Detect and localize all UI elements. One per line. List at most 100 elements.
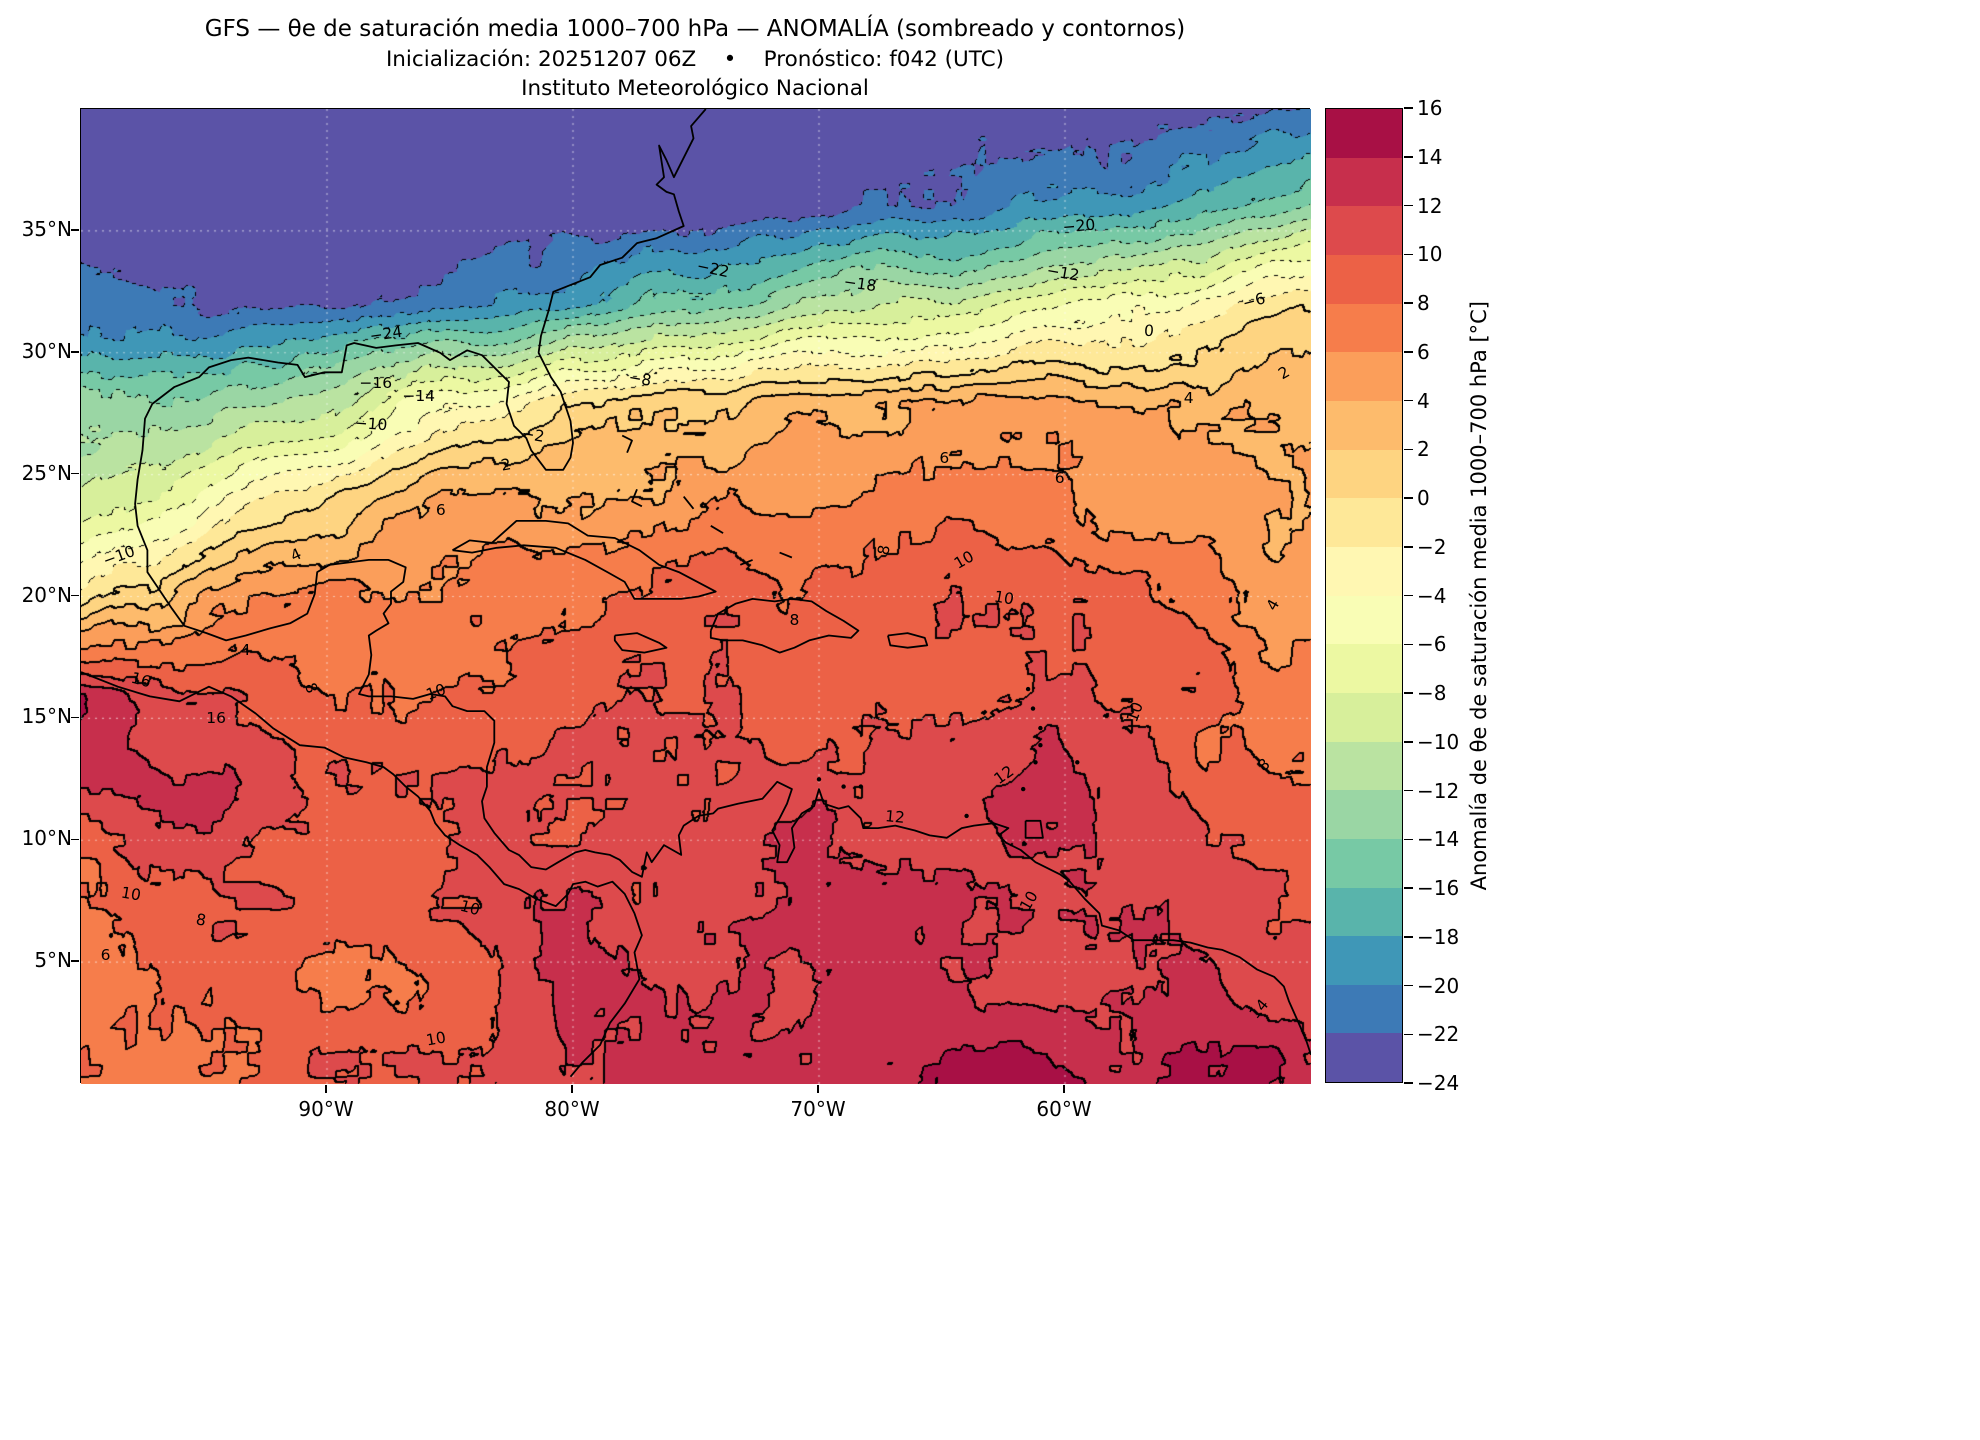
y-axis-tick-mark xyxy=(71,351,79,353)
contour-label: 0 xyxy=(1143,321,1156,341)
colorbar-tick-label: −4 xyxy=(1417,583,1447,608)
colorbar-segment xyxy=(1326,838,1402,888)
contour-label: −20 xyxy=(1062,215,1097,237)
colorbar-segment xyxy=(1326,595,1402,645)
figure-subtitle-run-info: Inicialización: 20251207 06Z • Pronóstic… xyxy=(385,47,1005,72)
contour-label: −10 xyxy=(353,414,388,435)
small-island-dot xyxy=(1033,760,1038,765)
small-island-dot xyxy=(841,784,846,789)
contour-label: 4 xyxy=(1263,596,1284,614)
colorbar-tick-mark xyxy=(1404,107,1413,109)
colorbar-tick-label: −12 xyxy=(1417,778,1460,803)
colorbar-tick-label: −22 xyxy=(1417,1022,1460,1047)
contour-label: 2 xyxy=(499,455,513,475)
y-axis-tick-label: 20°N xyxy=(21,582,72,607)
contour-label: 10 xyxy=(120,883,143,905)
contour-label: −18 xyxy=(842,272,877,296)
contour-label: 10 xyxy=(423,679,449,704)
y-axis-tick-label: 25°N xyxy=(21,460,72,485)
contour-label: 6 xyxy=(100,945,111,964)
contour-label: 2 xyxy=(1275,362,1294,383)
colorbar-tick-label: 14 xyxy=(1417,144,1443,169)
colorbar-tick-label: −6 xyxy=(1417,632,1447,657)
colorbar-tick-label: −16 xyxy=(1417,876,1460,900)
colorbar-tick-mark xyxy=(1404,546,1413,548)
x-axis-tick-label: 70°W xyxy=(790,1097,846,1121)
colorbar-tick-mark xyxy=(1404,156,1413,158)
contour-label: 8 xyxy=(874,543,894,557)
colorbar-segment xyxy=(1326,254,1402,304)
colorbar-tick-label: 16 xyxy=(1417,96,1443,120)
colorbar-tick-label: 6 xyxy=(1417,339,1430,364)
coastline-path xyxy=(887,632,929,649)
colorbar-tick-mark xyxy=(1404,984,1413,987)
colorbar-segment xyxy=(1326,206,1402,255)
colorbar-axis-label-wrap: Anomalía de θe de saturación media 1000–… xyxy=(1462,108,1496,1083)
coastline-path xyxy=(779,551,793,559)
small-island-dot xyxy=(1038,725,1043,731)
small-island-dot xyxy=(858,784,863,789)
coastline-path xyxy=(631,488,643,508)
coastline-path xyxy=(709,598,860,654)
y-axis-tick-mark xyxy=(71,594,79,597)
coastline-path xyxy=(1024,819,1044,839)
small-island-dot xyxy=(1030,706,1036,711)
colorbar-segment xyxy=(1326,936,1402,985)
contour-label: 16 xyxy=(129,668,154,692)
colorbar-tick-label: 12 xyxy=(1417,193,1443,218)
contour-label: 12 xyxy=(884,807,906,828)
colorbar-tick-label: −18 xyxy=(1417,924,1460,949)
colorbar-segment xyxy=(1326,644,1402,693)
contour-label: −8 xyxy=(626,368,653,391)
y-axis-tick-mark xyxy=(71,229,79,231)
colorbar-tick-label: 0 xyxy=(1417,486,1430,510)
x-axis-tick-label: 90°W xyxy=(298,1097,354,1121)
contour-label: 8 xyxy=(194,909,208,930)
colorbar-tick-mark xyxy=(1404,497,1413,499)
coastline-path xyxy=(621,434,633,454)
y-axis-tick-mark xyxy=(71,472,79,475)
map-plot-area: −24 −22 −20 −18 −16 −14 −12 −10 −10 −8 −6 −2 0 2 2 4 4 4 4… xyxy=(80,108,1311,1084)
colorbar-segment xyxy=(1326,400,1402,450)
colorbar-axis-label: Anomalía de θe de saturación media 1000–… xyxy=(1467,300,1491,891)
colorbar-tick-label: 2 xyxy=(1417,437,1430,462)
coastline-path xyxy=(613,632,668,654)
contour-label: 4 xyxy=(1183,388,1194,407)
colorbar-tick-mark xyxy=(1404,692,1413,694)
contour-label: 10 xyxy=(1016,887,1042,915)
x-axis-tick-mark xyxy=(571,1085,573,1093)
x-axis-tick-mark xyxy=(325,1085,327,1093)
y-axis-tick-label: 5°N xyxy=(34,948,72,973)
colorbar-tick-mark xyxy=(1404,838,1413,840)
figure-subtitle-institute: Instituto Meteorológico Nacional xyxy=(521,76,869,101)
colorbar-tick-mark xyxy=(1404,1033,1413,1035)
colorbar-tick-mark xyxy=(1404,594,1413,597)
contour-label: −22 xyxy=(695,256,732,281)
colorbar-tick-label: −8 xyxy=(1417,681,1447,705)
small-island-dot xyxy=(1021,786,1026,792)
small-island-dot xyxy=(816,777,822,782)
coastline-path xyxy=(682,496,695,510)
contour-labels-layer: −24 −22 −20 −18 −16 −14 −12 −10 −10 −8 −6 −2 0 2 2 4 4 4 4… xyxy=(81,109,1309,1082)
contour-label: 4 xyxy=(240,640,251,659)
small-island-dot xyxy=(1025,686,1031,692)
colorbar-tick-label: −14 xyxy=(1417,827,1460,852)
contour-label: 4 xyxy=(287,544,305,565)
colorbar-tick-mark xyxy=(1404,741,1413,743)
colorbar-segment xyxy=(1326,790,1402,839)
contour-label: 14 xyxy=(1245,995,1272,1023)
colorbar-segment xyxy=(1326,352,1402,401)
figure-title-block: GFS — θe de saturación media 1000–700 hP… xyxy=(80,14,1310,103)
colorbar-tick-mark xyxy=(1404,302,1413,304)
colorbar-tick-mark xyxy=(1404,1082,1413,1084)
contour-label: 6 xyxy=(1054,468,1065,487)
colorbar-segment xyxy=(1326,157,1402,207)
colorbar-segment xyxy=(1326,741,1402,791)
colorbar-tick-mark xyxy=(1404,399,1413,402)
figure-title: GFS — θe de saturación media 1000–700 hP… xyxy=(204,16,1186,42)
small-island-dot xyxy=(964,813,969,819)
contour-label: −12 xyxy=(1045,261,1082,286)
contour-label: 10 xyxy=(1122,699,1147,725)
coastline-path xyxy=(739,559,753,566)
